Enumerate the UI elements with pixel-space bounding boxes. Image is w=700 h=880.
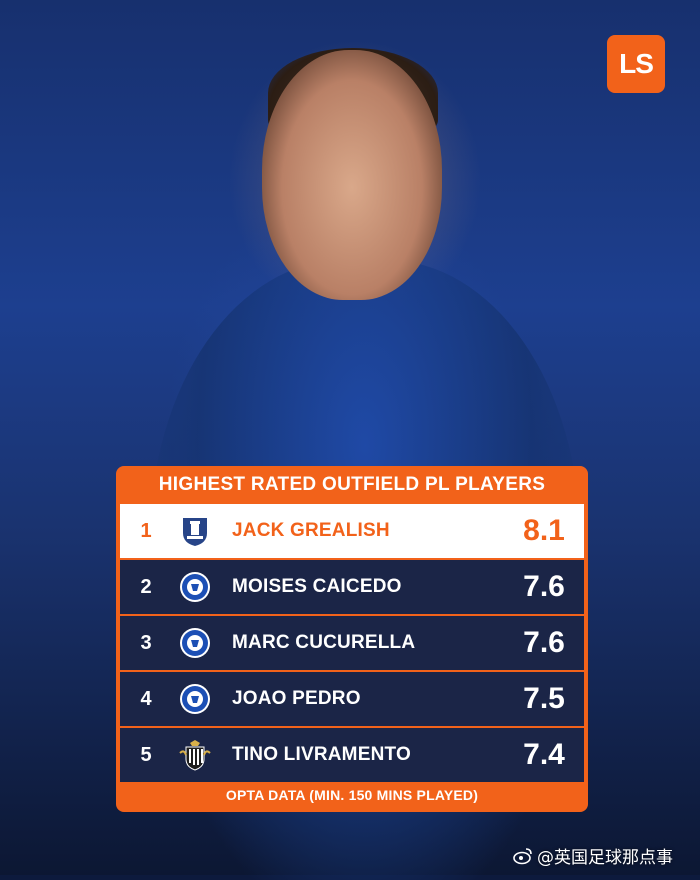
table-row: 3 MARC CUCURELLA 7.6: [120, 616, 584, 670]
rank: 2: [140, 575, 152, 598]
rank: 4: [140, 687, 152, 710]
rank: 5: [140, 743, 152, 766]
rank: 1: [140, 519, 152, 542]
player-name: MARC CUCURELLA: [232, 632, 416, 653]
player-rating: 7.4: [523, 738, 565, 771]
chelsea-crest-icon: [178, 682, 212, 716]
table-row: 1 JACK GREALISH 8.1: [120, 504, 584, 558]
table-row: 2 MOISES CAICEDO 7.6: [120, 560, 584, 614]
brand-logo-text: LS: [619, 48, 654, 79]
player-name: JACK GREALISH: [232, 520, 390, 541]
player-rating: 7.6: [523, 626, 565, 659]
player-name: JOAO PEDRO: [232, 688, 361, 709]
source-note: OPTA DATA (MIN. 150 MINS PLAYED): [225, 787, 479, 803]
weibo-watermark: @英国足球那点事: [513, 843, 673, 868]
chelsea-crest-icon: [178, 626, 212, 660]
player-rating: 7.6: [523, 570, 565, 603]
player-name: TINO LIVRAMENTO: [232, 744, 411, 765]
player-rating: 7.5: [523, 682, 565, 715]
panel-title: HIGHEST RATED OUTFIELD PL PLAYERS: [158, 474, 546, 495]
table-row: 4 JOAO PEDRO 7.5: [120, 672, 584, 726]
newcastle-crest-icon: [178, 738, 212, 772]
weibo-icon: [513, 847, 532, 864]
player-head: [262, 50, 442, 300]
ratings-list: 1 JACK GREALISH 8.1 2: [120, 504, 584, 784]
table-row: 5 TINO LIVRAMENTO 7.4: [120, 728, 584, 782]
watermark-text: @英国足球那点事: [537, 848, 673, 868]
chelsea-crest-icon: [178, 570, 212, 604]
everton-crest-icon: [178, 514, 212, 548]
ratings-panel: HIGHEST RATED OUTFIELD PL PLAYERS 1 JACK…: [116, 466, 588, 812]
brand-logo: LS: [607, 35, 665, 93]
player-rating: 8.1: [523, 514, 565, 547]
rank: 3: [140, 631, 152, 654]
player-name: MOISES CAICEDO: [232, 576, 402, 597]
